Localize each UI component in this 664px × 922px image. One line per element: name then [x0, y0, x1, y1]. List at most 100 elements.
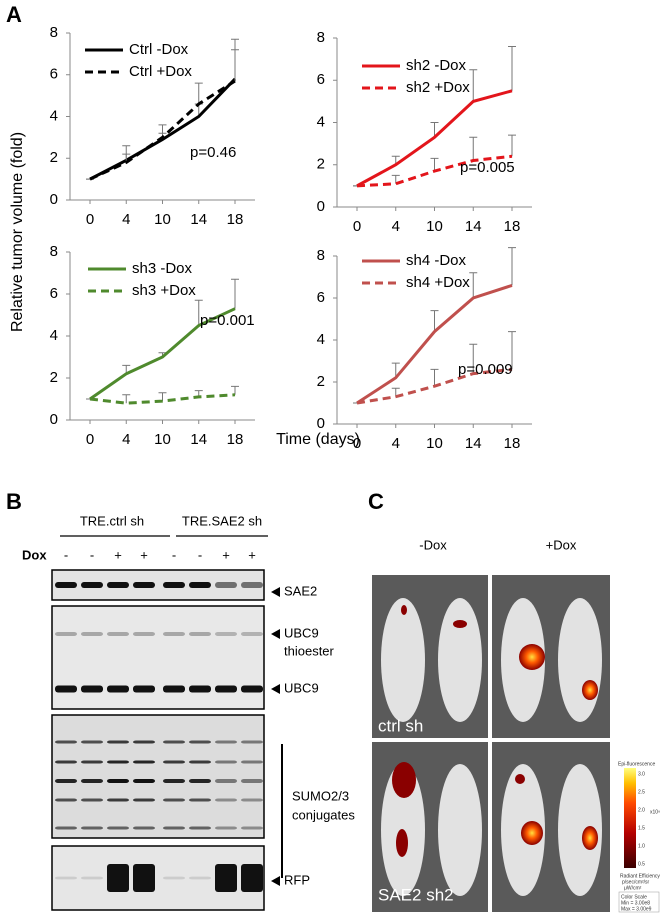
band [189, 740, 211, 744]
error-bar [430, 122, 439, 138]
x-tick-label: 4 [392, 218, 400, 235]
dox-label: Dox [22, 547, 47, 562]
arrowhead [271, 684, 280, 694]
scale-multiplier: x10⁹ [650, 809, 660, 815]
y-tick-label: 6 [50, 285, 58, 302]
x-tick-label: 4 [122, 431, 130, 448]
band [163, 876, 185, 880]
band [133, 779, 155, 783]
band [215, 685, 237, 693]
data-line [89, 79, 236, 181]
error-bar [430, 157, 439, 172]
band [163, 779, 185, 783]
x-tick-label: 0 [86, 431, 94, 448]
x-tick-label: 4 [122, 211, 130, 228]
data-line [356, 89, 513, 188]
y-tick-label: 2 [317, 156, 325, 173]
group-label: TRE.SAE2 sh [182, 513, 262, 528]
band [107, 632, 129, 636]
x-tick-label: 18 [504, 218, 521, 235]
y-tick-label: 0 [50, 411, 58, 428]
x-tick-label: 14 [190, 431, 207, 448]
immunoblot: TRE.ctrl sh TRE.SAE2 sh Dox SAE2 UBC9 th… [22, 513, 355, 911]
band [215, 798, 237, 802]
band [107, 779, 129, 783]
x-tick-label: 0 [86, 211, 94, 228]
band [55, 826, 77, 830]
error-bar [231, 49, 239, 82]
data-line [89, 307, 236, 401]
x-tick-label: 18 [227, 211, 244, 228]
error-bar [508, 331, 516, 370]
band [133, 760, 155, 764]
x-tick-label: 14 [190, 211, 207, 228]
band [55, 798, 77, 802]
column-label: -Dox [419, 537, 447, 552]
arrowhead [271, 629, 280, 639]
band [163, 798, 185, 802]
panel-label: A [6, 2, 22, 27]
error-bar [508, 45, 516, 91]
band [163, 685, 185, 693]
scale-tick: 1.5 [638, 825, 645, 831]
band [133, 740, 155, 744]
band [107, 582, 129, 588]
band-label: conjugates [292, 807, 355, 822]
band [107, 740, 129, 744]
band [107, 826, 129, 830]
y-axis-title: Relative tumor volume (fold) [9, 132, 26, 332]
error-bar [508, 134, 516, 157]
band [81, 826, 103, 830]
band [163, 582, 185, 588]
dox-sign: - [64, 547, 68, 562]
band [241, 779, 263, 783]
legend-label: sh3 -Dox [132, 260, 193, 277]
y-tick-label: 0 [317, 198, 325, 215]
legend-label: Ctrl +Dox [129, 63, 192, 80]
y-tick-label: 4 [317, 113, 325, 130]
scale-tick: 1.0 [638, 843, 645, 849]
band [241, 798, 263, 802]
band [215, 826, 237, 830]
x-tick-label: 10 [426, 218, 443, 235]
band [241, 740, 263, 744]
x-tick-label: 18 [227, 431, 244, 448]
band [215, 864, 237, 892]
scale-box [618, 891, 660, 913]
band [189, 798, 211, 802]
band [81, 582, 103, 588]
band [55, 876, 77, 880]
band [107, 685, 129, 693]
band [189, 779, 211, 783]
x-tick-label: 14 [465, 435, 482, 452]
x-tick-label: 10 [154, 211, 171, 228]
annotation: p=0.005 [460, 159, 515, 176]
line-chart: 0 2 4 6 8 0 4 10 14 18 Ctrl -Dox Ctrl +Dox p=0.46 [50, 24, 255, 228]
annotation: p=0.001 [200, 312, 255, 329]
band [55, 779, 77, 783]
band [215, 779, 237, 783]
y-tick-label: 2 [317, 373, 325, 390]
dox-sign: + [248, 547, 256, 562]
y-tick-label: 4 [50, 327, 58, 344]
band [241, 826, 263, 830]
band-label: thioester [284, 643, 335, 658]
scale-tick: 3.0 [638, 771, 645, 777]
color-bar [624, 768, 636, 868]
scale-tick: 0.5 [638, 861, 645, 867]
x-tick-label: 18 [504, 435, 521, 452]
band [163, 760, 185, 764]
dox-sign: - [198, 547, 202, 562]
x-tick-label: 10 [154, 431, 171, 448]
y-tick-label: 2 [50, 149, 58, 166]
x-tick-label: 4 [392, 435, 400, 452]
y-tick-label: 6 [317, 71, 325, 88]
scale-title: Epi-fluorescence [618, 761, 655, 767]
band [81, 632, 103, 636]
error-bar [430, 368, 439, 387]
error-bar [469, 136, 478, 161]
charts: 0 2 4 6 8 0 4 10 14 18 Ctrl -Dox Ctrl +Dox p=0.46 0 2 4… [50, 24, 532, 452]
panel-label: B [6, 489, 22, 514]
annotation: p=0.009 [458, 361, 513, 378]
error-bar [430, 310, 439, 332]
